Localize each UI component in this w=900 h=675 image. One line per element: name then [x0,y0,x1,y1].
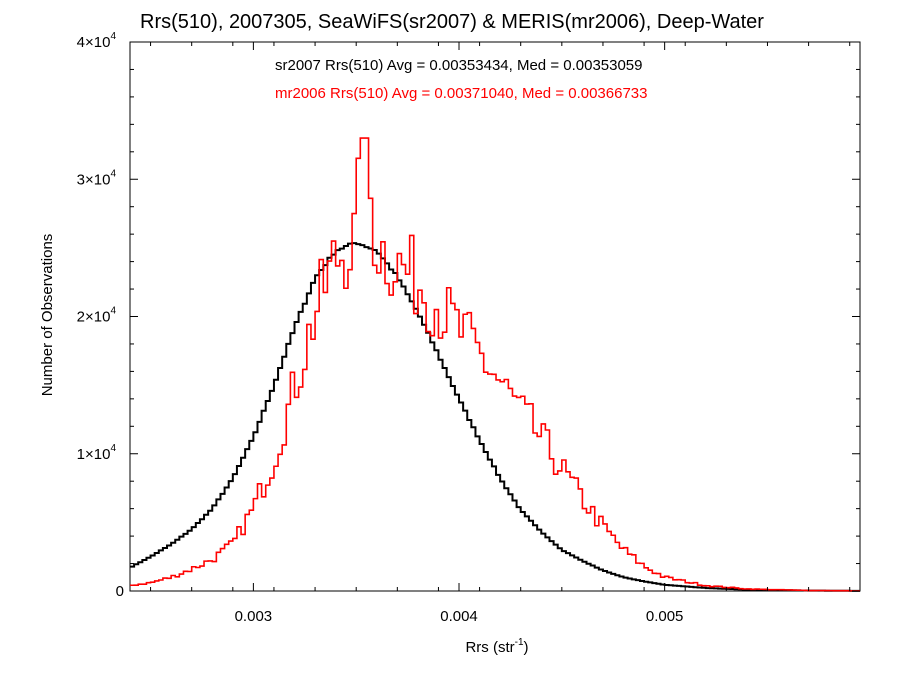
plot-frame [129,41,861,592]
y-tick-label: 0 [116,583,124,600]
y-tick-label-mantissa: 2×10 [77,309,111,326]
y-tick-label-exponent: 4 [110,306,116,317]
y-tick-label-exponent: 4 [110,443,116,454]
x-axis-label: Rrs (str-1) [465,637,528,656]
x-tick-label: 0.004 [440,608,478,625]
legend-line-sr2007: sr2007 Rrs(510) Avg = 0.00353434, Med = … [275,57,643,74]
y-tick-label: 2×104 [77,306,117,326]
y-tick-label: 3×104 [77,168,117,188]
x-axis-label-close: ) [524,639,529,656]
x-tick-label: 0.003 [235,608,273,625]
y-axis-label: Number of Observations [39,234,56,397]
legend-line-mr2006: mr2006 Rrs(510) Avg = 0.00371040, Med = … [275,85,648,102]
x-tick-label: 0.005 [646,608,684,625]
x-axis-label-sup: -1 [515,637,524,648]
series-sr2007-line [130,242,860,592]
y-tick-label: 4×104 [77,31,117,51]
chart-title: Rrs(510), 2007305, SeaWiFS(sr2007) & MER… [140,11,764,33]
y-tick-label-exponent: 4 [110,31,116,42]
y-tick-label-mantissa: 4×10 [77,34,111,51]
y-tick-label: 1×104 [77,443,117,463]
x-axis: 0.003 0.004 0.005 [150,42,851,625]
plot-area [129,41,861,592]
y-tick-label-mantissa: 1×10 [77,446,111,463]
y-tick-label-exponent: 4 [110,168,116,179]
x-axis-label-main: Rrs (str [465,639,514,656]
series-mr2006-line [130,137,860,592]
y-tick-label-mantissa: 3×10 [77,171,111,188]
